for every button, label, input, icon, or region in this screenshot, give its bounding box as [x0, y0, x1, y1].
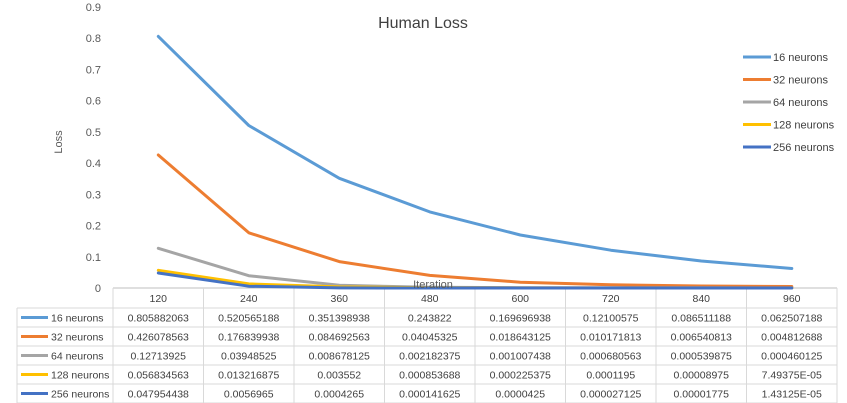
table-cell: 0.12100575 [583, 313, 639, 325]
y-axis-label: Loss [53, 130, 65, 154]
table-cell: 0.002182375 [399, 351, 460, 363]
series-lines [156, 34, 794, 290]
table-cell: 0.001007438 [490, 351, 551, 363]
table-cell: 0.006540813 [671, 332, 732, 344]
table-cell: 0.805882063 [128, 313, 189, 325]
table-cell: 0.0056965 [224, 389, 274, 401]
y-tick-label: 0.1 [86, 252, 101, 264]
table-cell: 0.000027125 [580, 389, 641, 401]
table-row-label: 64 neurons [51, 351, 104, 363]
data-table: 120 240 360 480 600 720 840 960 16 neurons 0.8058… [16, 287, 838, 403]
table-cell: 0.000539875 [671, 351, 732, 363]
y-tick-label: 0.2 [86, 221, 101, 233]
x-category-label: 120 [149, 293, 167, 305]
table-cell: 0.00008975 [674, 370, 730, 382]
table-cell: 0.047954438 [128, 389, 189, 401]
x-category-label: 600 [511, 293, 529, 305]
table-cell: 0.013216875 [218, 370, 279, 382]
x-category-label: 360 [330, 293, 348, 305]
table-cell: 0.000141625 [399, 389, 460, 401]
table-cell: 0.03948525 [221, 351, 277, 363]
legend: 16 neurons 32 neurons 64 neurons 128 neuron… [743, 52, 835, 154]
table-cell: 0.04045325 [402, 332, 458, 344]
table-cell: 1.43125E-05 [762, 389, 822, 401]
table-cell: 0.169696938 [490, 313, 551, 325]
y-tick-label: 0.6 [86, 96, 101, 108]
table-cell: 0.520565188 [218, 313, 279, 325]
y-tick-label: 0.8 [86, 33, 101, 45]
table-cell: 0.008678125 [309, 351, 370, 363]
table-cell: 0.062507188 [761, 313, 822, 325]
table-cell: 0.003552 [317, 370, 361, 382]
table-cell: 0.000225375 [490, 370, 551, 382]
y-tick-label: 0.3 [86, 189, 101, 201]
table-cell: 0.426078563 [128, 332, 189, 344]
table-cell: 0.0004265 [314, 389, 364, 401]
chart-title: Human Loss [378, 15, 468, 32]
table-cell: 0.00001775 [674, 389, 730, 401]
table-row-label: 256 neurons [51, 389, 109, 401]
table-cell: 7.49375E-05 [762, 370, 822, 382]
y-tick-label: 0 [95, 283, 101, 295]
table-row-label: 128 neurons [51, 370, 109, 382]
x-axis-label: Iteration [413, 279, 453, 291]
legend-label: 256 neurons [773, 142, 835, 154]
x-category-label: 480 [421, 293, 439, 305]
table-cell: 0.000460125 [761, 351, 822, 363]
table-cell: 0.086511188 [671, 313, 731, 325]
table-cell: 0.000853688 [399, 370, 460, 382]
table-cell: 0.0001195 [586, 370, 635, 382]
series-line-1 [156, 153, 794, 288]
table-cell: 0.351398938 [309, 313, 370, 325]
legend-label: 64 neurons [773, 97, 829, 109]
table-row-label: 16 neurons [51, 313, 104, 325]
legend-label: 16 neurons [773, 52, 829, 64]
table-cell: 0.12713925 [131, 351, 187, 363]
table-cell: 0.018643125 [490, 332, 551, 344]
x-category-label: 720 [602, 293, 620, 305]
y-tick-label: 0.4 [86, 158, 101, 170]
y-tick-label: 0.7 [86, 64, 101, 76]
table-cell: 0.056834563 [128, 370, 189, 382]
y-axis-ticks: 0 0.1 0.2 0.3 0.4 0.5 0.6 0.7 0.8 0.9 [86, 2, 101, 295]
table-cell: 0.243822 [408, 313, 452, 325]
x-category-label: 240 [240, 293, 258, 305]
table-cell: 0.0000425 [495, 389, 545, 401]
legend-label: 128 neurons [773, 120, 835, 132]
y-tick-label: 0.9 [86, 2, 101, 14]
table-cell: 0.176839938 [218, 332, 279, 344]
table-cell: 0.000680563 [580, 351, 641, 363]
x-category-label: 960 [783, 293, 801, 305]
table-cell: 0.010171813 [580, 332, 641, 344]
table-cell: 0.004812688 [761, 332, 822, 344]
table-row-label: 32 neurons [51, 332, 104, 344]
y-tick-label: 0.5 [86, 127, 101, 139]
legend-label: 32 neurons [773, 75, 829, 87]
table-cell: 0.084692563 [309, 332, 370, 344]
series-line-0 [156, 34, 794, 270]
series-line-4 [156, 271, 794, 290]
x-category-label: 840 [692, 293, 710, 305]
